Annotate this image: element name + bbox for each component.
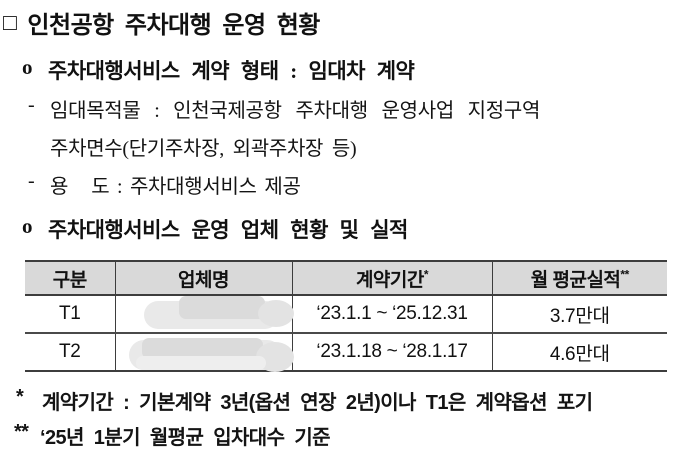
lease-object-line: - 임대목적물 : 인천국제공항 주차대행 운영사업 지정구역 (28, 94, 540, 123)
section-operators-heading: o 주차대행서비스 운영 업체 현황 및 실적 (22, 214, 408, 244)
cell-company-redacted (114, 295, 294, 333)
footnote-text: 계약기간 : 기본계약 3년(옵션 연장 2년)이나 T1은 계약옵션 포기 (42, 392, 593, 414)
col-header-monthly-result: 월 평균실적** (491, 260, 667, 296)
redaction-blob (178, 296, 265, 319)
col-header-label: 구분 (52, 269, 87, 291)
usage-line: - 용 도 : 주차대행서비스 제공 (28, 170, 301, 199)
footnote-text: ‘25년 1분기 월평균 입차대수 기준 (40, 427, 331, 449)
page-title-text: 인천공항 주차대행 운영 현황 (27, 12, 320, 39)
redaction-blob (141, 338, 263, 359)
table-row-t1: T1 ‘23.1.1 ~ ‘25.12.31 3.7만대 (25, 295, 667, 333)
section-heading-text: 주차대행서비스 운영 업체 현황 및 실적 (48, 218, 408, 242)
redaction-blob (257, 300, 294, 327)
footnote-contract-period: * 계약기간 : 기본계약 3년(옵션 연장 2년)이나 T1은 계약옵션 포기 (16, 386, 593, 415)
lease-object-continuation-text: 주차면수(단기주차장, 외곽주차장 등) (50, 138, 357, 160)
checkbox-square-icon: □ (3, 9, 17, 35)
double-asterisk-marker: ** (14, 421, 29, 443)
redacted-company-name (116, 296, 294, 332)
circle-bullet-icon: o (22, 55, 33, 79)
col-header-label: 월 평균실적 (530, 269, 621, 291)
cell-company-redacted (114, 332, 294, 372)
col-header-contract-period: 계약기간* (291, 260, 492, 296)
redaction-blob (135, 356, 266, 370)
cell-terminal: T1 (58, 303, 81, 324)
col-header-label: 계약기간 (355, 269, 424, 291)
page-title: □ 인천공항 주차대행 운영 현황 (3, 5, 320, 40)
section-heading-text: 주차대행서비스 계약 형태 : 임대차 계약 (48, 59, 415, 83)
dash-bullet: - (28, 94, 35, 116)
dash-bullet: - (28, 170, 35, 192)
operators-table: 구분 업체명 계약기간* 월 평균실적** T1 ‘23.1.1 ~ ‘25.1… (25, 260, 667, 372)
cell-terminal: T2 (25, 332, 115, 372)
asterisk-marker: * (16, 386, 24, 408)
col-header-company: 업체명 (114, 260, 292, 296)
cell-monthly-result: 3.7만대 (491, 295, 667, 333)
col-header-label: 업체명 (178, 269, 229, 291)
lease-object-continuation-line: 주차면수(단기주차장, 외곽주차장 등) (50, 132, 357, 161)
col-header-category: 구분 (25, 260, 115, 296)
circle-bullet-icon: o (22, 214, 33, 238)
footnote-monthly-basis: ** ‘25년 1분기 월평균 입차대수 기준 (14, 421, 331, 450)
cell-contract-period: ‘23.1.18 ~ ‘28.1.17 (291, 332, 492, 372)
usage-text: 용 도 : 주차대행서비스 제공 (50, 176, 301, 198)
table-row-t2: T2 ‘23.1.18 ~ ‘28.1.17 4.6만대 (25, 332, 667, 372)
table-header-row: 구분 업체명 계약기간* 월 평균실적** (25, 260, 667, 296)
footnote-marker-sup: ** (620, 267, 629, 282)
cell-contract-period: ‘23.1.1 ~ ‘25.12.31 (291, 295, 492, 333)
lease-object-text: 임대목적물 : 인천국제공항 주차대행 운영사업 지정구역 (50, 100, 541, 122)
footnote-marker-sup: * (423, 267, 429, 282)
redacted-company-name (116, 334, 294, 372)
cell-monthly-result: 4.6만대 (491, 332, 667, 372)
section-contract-type-heading: o 주차대행서비스 계약 형태 : 임대차 계약 (22, 55, 415, 85)
